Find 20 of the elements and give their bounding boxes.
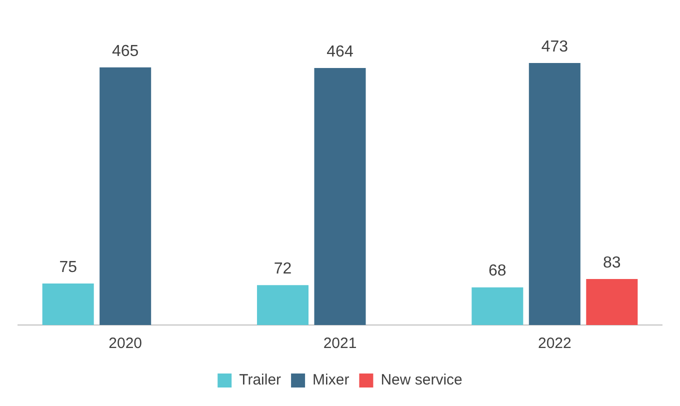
legend-label: New service (380, 372, 462, 389)
bar (42, 283, 94, 325)
data-label: 473 (541, 38, 568, 56)
data-label: 83 (603, 254, 621, 272)
data-label: 75 (59, 258, 78, 276)
data-label: 72 (274, 260, 292, 278)
bar (314, 68, 366, 325)
data-label: 465 (112, 42, 139, 60)
x-tick-label: 2022 (538, 335, 572, 352)
x-tick-label: 2020 (108, 335, 142, 352)
x-tick-label: 2021 (323, 335, 357, 352)
bar (256, 285, 309, 325)
legend-label: Trailer (239, 372, 282, 389)
data-label: 464 (326, 43, 354, 60)
data-label: 68 (488, 262, 506, 280)
bar (528, 62, 580, 325)
legend-label: Mixer (312, 372, 350, 389)
bar (472, 287, 524, 325)
bar (586, 279, 638, 325)
bar (100, 67, 152, 325)
